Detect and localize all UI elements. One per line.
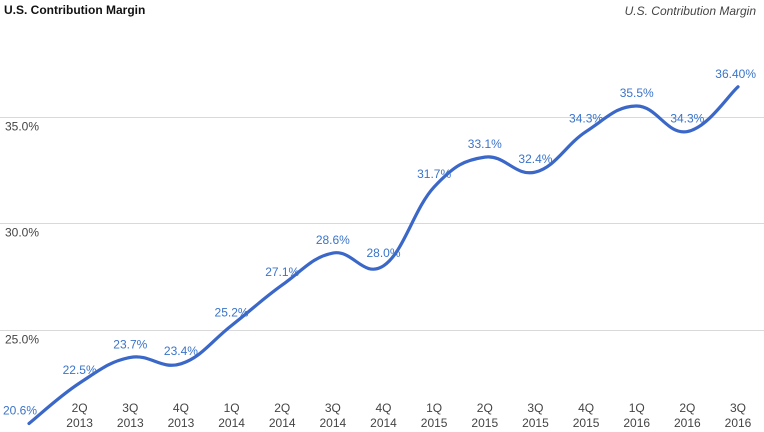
y-tick-label: 30.0% bbox=[5, 226, 39, 240]
series-line bbox=[27, 85, 740, 426]
data-label: 22.5% bbox=[63, 363, 97, 377]
x-tick-label: 4Q 2015 bbox=[573, 401, 600, 430]
series-line-path bbox=[27, 85, 740, 426]
x-tick-label: 2Q 2013 bbox=[66, 401, 93, 430]
data-label: 34.3% bbox=[569, 112, 603, 126]
data-label: 25.2% bbox=[215, 305, 249, 319]
x-tick-label: 3Q 2015 bbox=[522, 401, 549, 430]
data-label: 36.40% bbox=[715, 67, 756, 81]
x-axis-ticks: 2Q 2013 3Q 2013 4Q 2013 1Q 2014 2Q 2014 3Q 2014 4Q 20… bbox=[66, 401, 751, 430]
x-tick-label: 2Q 2016 bbox=[674, 401, 701, 430]
chart-title: U.S. Contribution Margin bbox=[4, 3, 146, 17]
y-tick-label: 35.0% bbox=[5, 120, 39, 134]
x-tick-label: 2Q 2015 bbox=[471, 401, 498, 430]
data-label: 35.5% bbox=[620, 86, 654, 100]
x-tick-label: 3Q 2016 bbox=[725, 401, 752, 430]
y-axis-ticks: 25.0% 30.0% 35.0% bbox=[5, 120, 39, 347]
x-tick-label: 4Q 2014 bbox=[370, 401, 397, 430]
x-tick-label: 3Q 2014 bbox=[320, 401, 347, 430]
y-tick-label: 25.0% bbox=[5, 333, 39, 347]
x-tick-label: 3Q 2013 bbox=[117, 401, 144, 430]
data-label: 33.1% bbox=[468, 137, 502, 151]
data-label: 23.4% bbox=[164, 344, 198, 358]
data-label: 23.7% bbox=[113, 337, 147, 351]
data-label: 20.6% bbox=[3, 403, 37, 417]
x-tick-label: 2Q 2014 bbox=[269, 401, 296, 430]
data-label: 28.0% bbox=[366, 246, 400, 260]
data-label: 28.6% bbox=[316, 233, 350, 247]
data-label: 32.4% bbox=[518, 152, 552, 166]
x-tick-label: 1Q 2015 bbox=[421, 401, 448, 430]
gridlines bbox=[0, 117, 764, 331]
x-tick-label: 4Q 2013 bbox=[168, 401, 195, 430]
x-tick-label: 1Q 2016 bbox=[623, 401, 650, 430]
data-label: 27.1% bbox=[265, 265, 299, 279]
x-tick-label: 1Q 2014 bbox=[218, 401, 245, 430]
data-label: 31.7% bbox=[417, 167, 451, 181]
data-label: 34.3% bbox=[670, 112, 704, 126]
chart-subtitle: U.S. Contribution Margin bbox=[624, 4, 756, 18]
data-labels: 20.6% 22.5% 23.7% 23.4% 25.2% 27.1% 28.6% 28.0%… bbox=[3, 67, 756, 418]
